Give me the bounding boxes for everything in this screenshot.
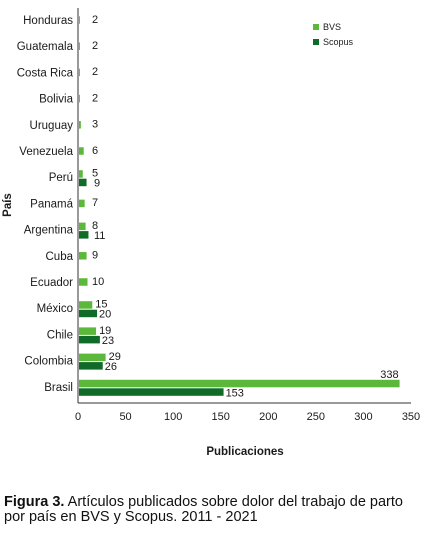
- bars: [79, 16, 400, 396]
- bar-bvs: [79, 16, 80, 24]
- x-tick-label: 300: [354, 411, 372, 423]
- category-label: México: [37, 303, 73, 315]
- x-tick-label: 250: [307, 411, 325, 423]
- category-label: Perú: [49, 172, 73, 184]
- category-label: Guatemala: [17, 41, 74, 53]
- category-label: Ecuador: [30, 277, 73, 289]
- bar-scopus: [79, 362, 103, 370]
- category-label: Uruguay: [30, 120, 74, 132]
- data-label-bvs: 7: [92, 197, 98, 209]
- data-label-scopus: 20: [99, 309, 111, 321]
- bar-scopus: [79, 388, 224, 396]
- category-label: Bolivia: [39, 94, 73, 106]
- data-label-bvs: 10: [92, 276, 104, 288]
- data-label-bvs: 5: [92, 168, 98, 180]
- data-label-bvs: 3: [92, 119, 98, 131]
- data-label-bvs: 19: [99, 325, 111, 337]
- bar-scopus: [79, 231, 89, 239]
- data-label-scopus: 23: [102, 335, 114, 347]
- figure-caption: Figura 3. Artículos publicados sobre dol…: [4, 495, 422, 525]
- x-tick-label: 50: [119, 411, 131, 423]
- data-label-bvs: 6: [92, 145, 98, 157]
- category-label: Venezuela: [19, 146, 73, 158]
- bar-bvs: [79, 121, 81, 129]
- data-label-bvs: 8: [92, 220, 98, 232]
- legend-swatch: [313, 39, 319, 45]
- x-tick-labels: 0 50 100 150 200 250 300 350: [75, 411, 420, 423]
- category-label: Argentina: [24, 225, 74, 237]
- bar-bvs: [79, 278, 88, 286]
- caption-label: Figura 3.: [4, 494, 65, 510]
- bar-scopus: [79, 309, 98, 318]
- y-axis-title-group: País: [2, 193, 14, 217]
- legend-swatch: [313, 24, 319, 30]
- bar-bvs: [79, 68, 80, 77]
- data-label-bvs: 2: [92, 66, 98, 78]
- x-tick-label: 100: [164, 411, 182, 423]
- bar-bvs: [79, 147, 84, 155]
- category-label: Honduras: [23, 15, 73, 27]
- x-tick-label: 350: [402, 411, 420, 423]
- bar-bvs: [79, 42, 80, 50]
- bar-bvs: [79, 301, 93, 309]
- bar-bvs: [79, 94, 80, 103]
- data-label-bvs: 2: [92, 92, 98, 104]
- data-label-bvs: 2: [92, 14, 98, 26]
- bar-scopus: [79, 335, 100, 344]
- data-label-scopus: 11: [94, 230, 105, 242]
- caption-text: Artículos publicados sobre dolor del tra…: [4, 494, 403, 525]
- legend-label: Scopus: [323, 37, 354, 47]
- data-label-bvs: 29: [109, 351, 121, 363]
- category-label: Brasil: [44, 382, 73, 394]
- data-label-scopus: 153: [226, 387, 244, 399]
- x-tick-label: 150: [212, 411, 230, 423]
- data-label-scopus: 9: [94, 178, 100, 190]
- category-label: Colombia: [24, 356, 73, 368]
- bar-bvs: [79, 252, 87, 260]
- y-axis-title: País: [2, 193, 14, 217]
- x-tick-label: 0: [75, 411, 81, 423]
- x-tick-label: 200: [259, 411, 277, 423]
- data-label-bvs: 2: [92, 40, 98, 52]
- category-labels: Honduras Guatemala Costa Rica Bolivia Urugua…: [17, 15, 74, 394]
- data-label-bvs: 338: [380, 369, 398, 381]
- bar-bvs: [79, 199, 85, 208]
- bar-bvs: [79, 327, 97, 335]
- category-label: Costa Rica: [17, 67, 74, 79]
- data-label-scopus: 26: [105, 361, 117, 373]
- data-label-bvs: 15: [95, 299, 107, 311]
- bar-bvs: [79, 222, 86, 231]
- bar-chart: BVS Scopus País Honduras Guatemala Costa Ri…: [2, 8, 420, 458]
- legend-label: BVS: [323, 22, 341, 32]
- bar-scopus: [79, 178, 87, 187]
- data-label-bvs: 9: [92, 250, 98, 262]
- category-label: Cuba: [46, 251, 74, 263]
- category-label: Chile: [47, 329, 73, 341]
- category-label: Panamá: [30, 198, 73, 210]
- bar-bvs: [79, 379, 400, 388]
- x-axis-title: Publicaciones: [206, 446, 283, 458]
- bar-bvs: [79, 170, 83, 178]
- bar-bvs: [79, 353, 106, 362]
- legend: BVS Scopus: [313, 22, 354, 47]
